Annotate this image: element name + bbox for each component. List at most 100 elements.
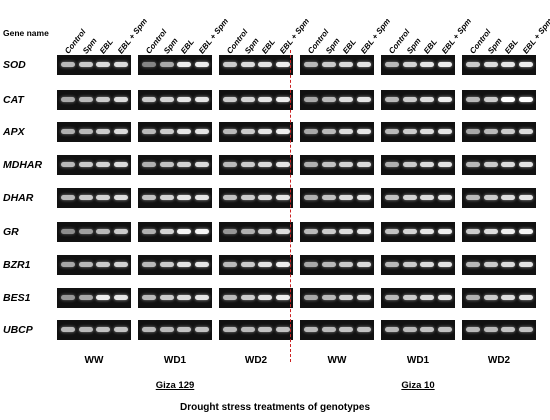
gel-band <box>61 195 75 200</box>
gel-band <box>483 295 498 300</box>
gel-band <box>240 327 255 332</box>
gel-band <box>177 327 191 332</box>
gel-band <box>402 195 417 200</box>
gel-image <box>57 155 131 175</box>
gel-band <box>96 162 110 167</box>
gene-label-gr: GR <box>3 226 19 238</box>
gel-band <box>159 97 174 102</box>
gel-band <box>223 97 237 102</box>
gel-band <box>177 129 191 134</box>
gel-image <box>462 55 536 75</box>
lane-label: EBL <box>503 37 520 56</box>
gel-image <box>300 122 374 142</box>
gene-label-dhar: DHAR <box>3 192 34 204</box>
gel-band <box>385 295 399 300</box>
gel-band <box>356 262 371 267</box>
gel-band <box>339 262 353 267</box>
gel-band <box>78 229 93 234</box>
gene-label-ubcp: UBCP <box>3 324 33 336</box>
gel-band <box>420 97 434 102</box>
gel-image <box>381 155 455 175</box>
gel-band <box>321 229 336 234</box>
gel-band <box>420 129 434 134</box>
gene-label-apx: APX <box>3 126 25 138</box>
lane-label: EBL <box>341 37 358 56</box>
gel-image <box>219 222 293 242</box>
gel-band <box>275 129 290 134</box>
gel-band <box>258 162 272 167</box>
gel-band <box>159 229 174 234</box>
gel-band <box>304 195 318 200</box>
treatment-label: WW <box>84 355 104 366</box>
gel-image <box>138 55 212 75</box>
gel-band <box>385 195 399 200</box>
gel-band <box>142 195 156 200</box>
gel-band <box>275 295 290 300</box>
gel-band <box>402 162 417 167</box>
gel-image <box>300 155 374 175</box>
gel-band <box>466 162 480 167</box>
gel-band <box>304 129 318 134</box>
gel-image <box>219 188 293 208</box>
gel-band <box>275 262 290 267</box>
gel-image <box>57 55 131 75</box>
gel-image <box>462 288 536 308</box>
gel-band <box>258 327 272 332</box>
gel-band <box>177 162 191 167</box>
gel-band <box>78 97 93 102</box>
gel-band <box>96 295 110 300</box>
treatment-label: WD2 <box>244 355 268 366</box>
gel-image <box>57 222 131 242</box>
gel-band <box>339 97 353 102</box>
gel-band <box>240 295 255 300</box>
gel-band <box>113 162 128 167</box>
gel-image <box>219 122 293 142</box>
gel-band <box>385 62 399 67</box>
gel-band <box>437 162 452 167</box>
gel-image <box>138 188 212 208</box>
gel-band <box>501 162 515 167</box>
gel-image <box>138 122 212 142</box>
gel-band <box>437 62 452 67</box>
gene-label-cat: CAT <box>3 94 24 106</box>
gel-band <box>356 229 371 234</box>
gel-band <box>483 62 498 67</box>
gel-band <box>420 262 434 267</box>
gel-band <box>240 229 255 234</box>
gel-image <box>300 188 374 208</box>
gel-band <box>304 62 318 67</box>
gel-band <box>356 195 371 200</box>
gel-band <box>339 195 353 200</box>
gel-image <box>57 188 131 208</box>
gel-image <box>300 90 374 110</box>
gel-band <box>437 229 452 234</box>
gel-band <box>113 62 128 67</box>
gel-band <box>518 295 533 300</box>
gel-band <box>483 162 498 167</box>
gel-image <box>300 55 374 75</box>
gel-band <box>518 229 533 234</box>
gel-band <box>61 327 75 332</box>
gel-band <box>78 195 93 200</box>
gel-band <box>483 97 498 102</box>
gel-band <box>402 262 417 267</box>
gel-band <box>304 229 318 234</box>
gel-band <box>518 97 533 102</box>
gel-image <box>57 320 131 340</box>
gel-band <box>501 295 515 300</box>
treatment-label: WD2 <box>487 355 511 366</box>
gel-band <box>177 262 191 267</box>
lane-label: Spm <box>242 36 261 56</box>
gel-band <box>194 97 209 102</box>
gel-image <box>138 90 212 110</box>
gel-band <box>339 295 353 300</box>
gel-image <box>462 122 536 142</box>
genotype-divider <box>290 50 291 362</box>
gel-band <box>501 97 515 102</box>
gel-band <box>159 129 174 134</box>
gel-band <box>96 262 110 267</box>
gel-band <box>223 129 237 134</box>
gel-band <box>518 129 533 134</box>
treatment-label: WW <box>327 355 347 366</box>
gel-band <box>339 129 353 134</box>
